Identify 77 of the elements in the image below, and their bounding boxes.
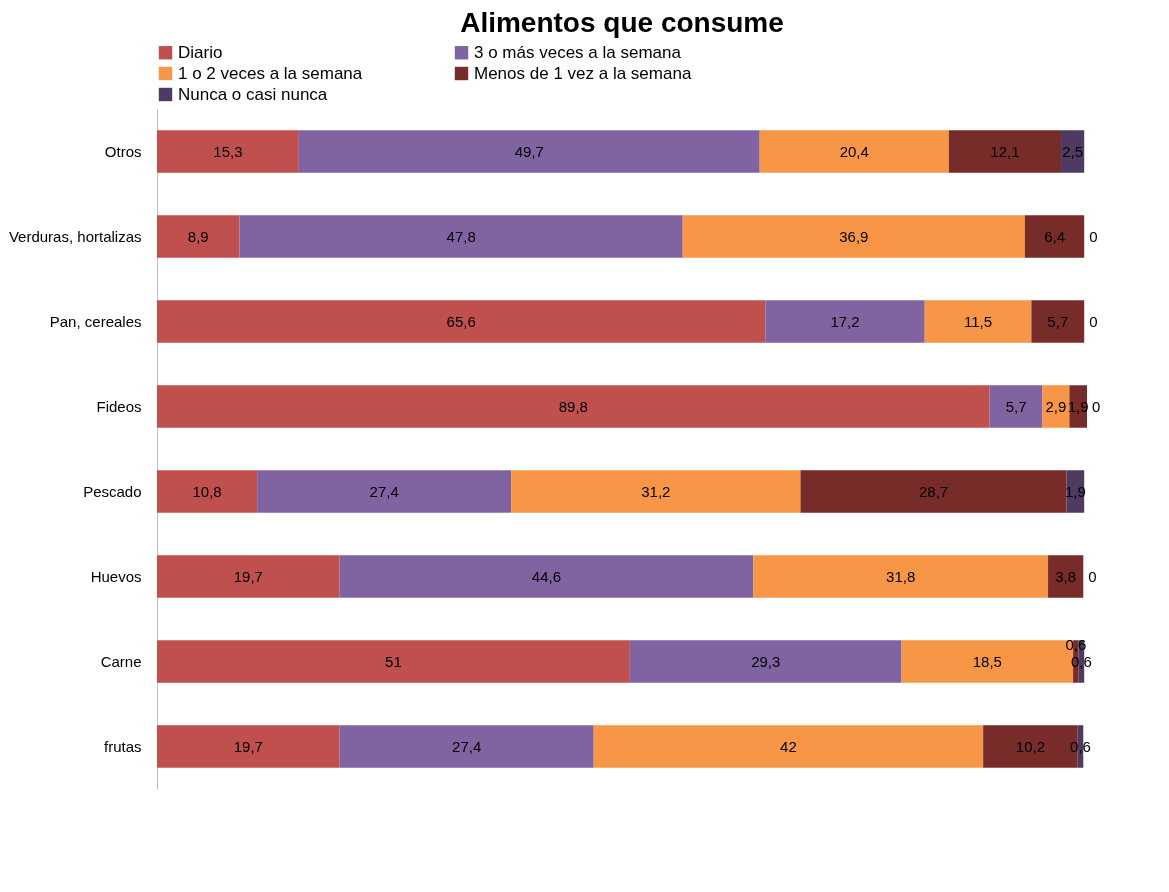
legend-label: Menos de 1 vez a la semana	[474, 63, 692, 83]
data-label: 2,5	[1062, 142, 1084, 160]
bar	[257, 470, 512, 513]
bar	[157, 385, 990, 428]
data-label: 19,7	[233, 737, 263, 755]
legend-label: Diario	[178, 42, 223, 62]
bar	[1048, 555, 1084, 598]
data-label: 49,7	[514, 142, 544, 160]
data-label: 0	[1092, 397, 1101, 415]
y-tick-label: Carne	[100, 652, 142, 670]
y-tick-label: frutas	[103, 737, 142, 755]
data-label: 51	[385, 652, 402, 670]
bar	[239, 215, 683, 258]
bar	[157, 555, 340, 598]
data-label: 8,9	[187, 227, 209, 245]
legend-label: 1 o 2 veces a la semana	[178, 63, 363, 83]
bar	[753, 555, 1049, 598]
bar	[298, 130, 760, 173]
data-label: 0	[1089, 227, 1098, 245]
data-label: 42	[780, 737, 797, 755]
bar	[800, 470, 1067, 513]
legend-label: Nunca o casi nunca	[178, 84, 328, 104]
data-label: 19,7	[233, 567, 263, 585]
data-label: 27,4	[369, 482, 399, 500]
bar	[157, 725, 340, 768]
bar	[339, 555, 754, 598]
data-label: 36,9	[839, 227, 869, 245]
bar	[157, 130, 299, 173]
data-label: 31,2	[641, 482, 671, 500]
data-label: 89,8	[558, 397, 588, 415]
data-label: 29,3	[751, 652, 781, 670]
data-label: 12,1	[990, 142, 1020, 160]
data-label: 18,5	[972, 652, 1002, 670]
data-label: 2,9	[1045, 397, 1067, 415]
bar	[593, 725, 984, 768]
bar	[759, 130, 949, 173]
bar	[629, 640, 902, 683]
bar	[1031, 300, 1085, 343]
data-label: 5,7	[1047, 312, 1069, 330]
data-label: 47,8	[446, 227, 476, 245]
bar	[511, 470, 801, 513]
data-label: 0	[1088, 567, 1097, 585]
data-label: 10,8	[192, 482, 222, 500]
y-tick-label: Pescado	[83, 482, 142, 500]
data-label: 15,3	[213, 142, 243, 160]
bar	[682, 215, 1025, 258]
bar	[157, 300, 766, 343]
bar	[1024, 215, 1085, 258]
bar	[1042, 385, 1070, 428]
y-tick-label: Huevos	[90, 567, 142, 585]
data-label: 3,8	[1055, 567, 1077, 585]
data-label: 65,6	[446, 312, 476, 330]
bar	[157, 215, 240, 258]
y-tick-label: Otros	[104, 142, 142, 160]
legend-label: 3 o más veces a la semana	[474, 42, 682, 62]
bar	[157, 470, 258, 513]
bar	[339, 725, 594, 768]
data-label: 10,2	[1015, 737, 1046, 755]
data-label: 31,8	[886, 567, 916, 585]
y-tick-label: Verduras, hortalizas	[8, 227, 142, 245]
data-label: 44,6	[531, 567, 562, 585]
bar	[157, 640, 630, 683]
bar	[989, 385, 1043, 428]
data-label: 17,2	[830, 312, 860, 330]
data-label: 6,4	[1044, 227, 1065, 245]
bar	[924, 300, 1032, 343]
bar	[765, 300, 925, 343]
chart-title: Alimentos que consume	[460, 7, 784, 38]
data-label: 0	[1089, 312, 1098, 330]
y-tick-label: Fideos	[96, 397, 142, 415]
data-label: 20,4	[839, 142, 869, 160]
y-tick-label: Pan, cereales	[49, 312, 142, 330]
data-label: 5,7	[1005, 397, 1027, 415]
data-label: 27,4	[452, 737, 482, 755]
bar	[948, 130, 1062, 173]
data-label: 11,5	[964, 312, 993, 330]
data-label: 28,7	[918, 482, 949, 500]
